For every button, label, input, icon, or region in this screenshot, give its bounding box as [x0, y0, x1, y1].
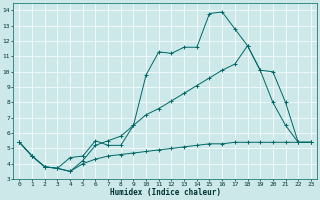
X-axis label: Humidex (Indice chaleur): Humidex (Indice chaleur)	[110, 188, 220, 197]
